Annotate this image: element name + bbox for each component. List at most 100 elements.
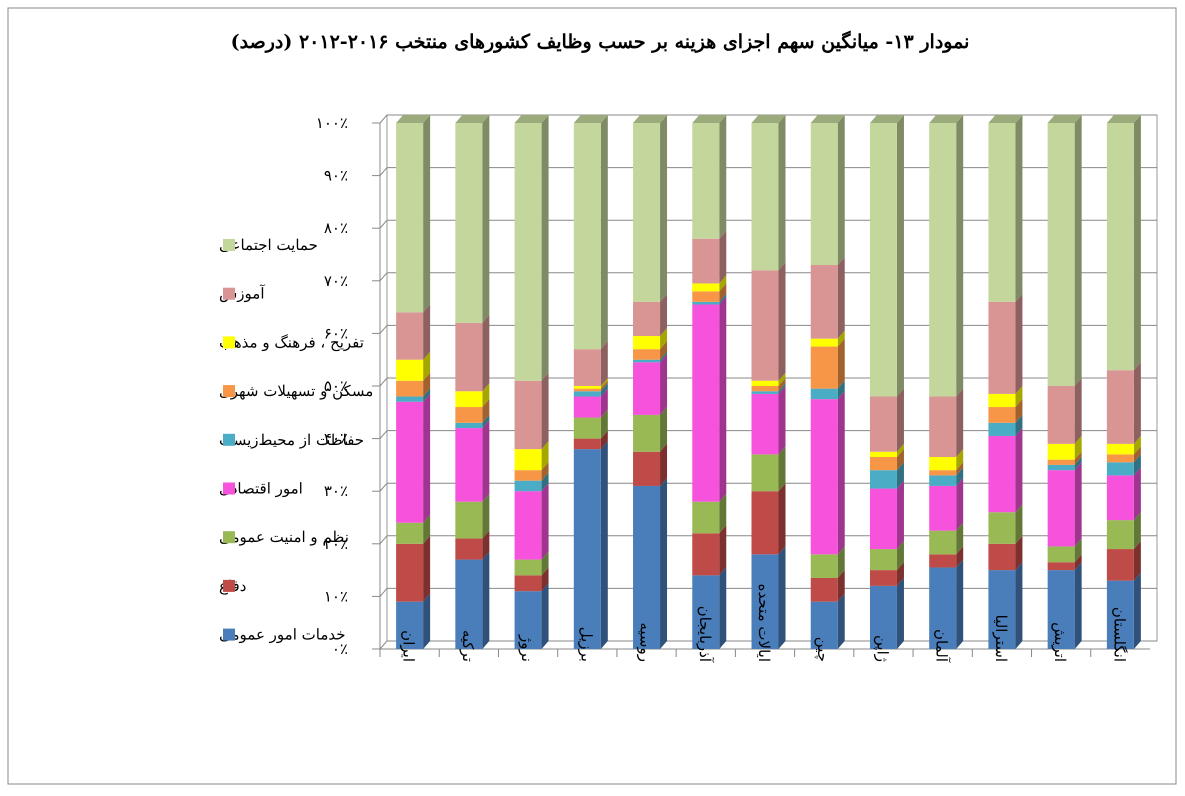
bar	[869, 585, 897, 649]
bar-side	[660, 115, 668, 302]
bar-side	[1133, 572, 1141, 649]
bar-side	[1015, 414, 1023, 436]
bar-side	[482, 551, 490, 649]
bar-side	[719, 283, 727, 302]
bar	[692, 291, 720, 302]
frame	[7, 7, 1177, 785]
bar-side	[482, 420, 490, 502]
bar-side	[600, 341, 608, 386]
legend-label: امور اقتصادی	[219, 480, 303, 498]
bar-side	[600, 380, 608, 392]
bar	[1106, 580, 1134, 649]
x-tick-label: استرالیا	[992, 615, 1010, 662]
bar	[751, 393, 779, 455]
grid-line	[379, 588, 388, 597]
bar	[751, 491, 779, 555]
bar	[869, 570, 897, 586]
grid-line	[379, 272, 388, 282]
bar-side	[660, 293, 668, 337]
bar	[573, 386, 601, 389]
bar	[751, 380, 779, 386]
bar-side	[1133, 446, 1141, 463]
grid-line	[379, 219, 388, 229]
bar	[929, 554, 957, 568]
bar	[514, 449, 542, 471]
bar-side	[719, 567, 727, 649]
bar	[1106, 370, 1134, 444]
bar	[692, 123, 720, 239]
bar	[692, 501, 720, 534]
bar	[988, 301, 1016, 394]
bar-side	[778, 385, 786, 455]
bar	[692, 301, 720, 305]
bar	[810, 265, 838, 339]
bar-side	[660, 354, 668, 415]
bar	[810, 338, 838, 347]
bar-side	[482, 383, 490, 408]
bar-side	[837, 330, 845, 347]
y-tick-label: ۲۰٪	[324, 535, 348, 553]
grid-line	[379, 114, 388, 124]
bar	[1047, 443, 1075, 460]
bar	[869, 470, 897, 489]
bar	[1047, 459, 1075, 465]
legend-swatch	[223, 628, 235, 641]
bar-side	[1015, 115, 1023, 302]
bar-side	[482, 530, 490, 560]
bar-side	[778, 115, 786, 271]
bar	[810, 123, 838, 266]
grid-line	[379, 167, 388, 176]
bar	[396, 401, 424, 523]
bar	[573, 349, 601, 386]
bar	[692, 238, 720, 284]
bar	[633, 336, 661, 350]
bar-side	[778, 383, 786, 394]
x-tick-label: چین	[814, 637, 832, 662]
bar	[751, 554, 779, 649]
bar-side	[660, 477, 668, 649]
bar	[455, 559, 483, 649]
bar-top	[573, 115, 608, 123]
bar	[929, 475, 957, 486]
bar	[633, 485, 661, 649]
bar	[929, 123, 957, 397]
bar-side	[600, 388, 608, 418]
bar-side	[1074, 456, 1082, 471]
bar	[633, 123, 661, 302]
y-tick-label: ۱۰٪	[324, 587, 348, 605]
bar-side	[600, 441, 608, 649]
bar	[810, 346, 838, 389]
bar-side	[482, 399, 490, 423]
bar	[751, 386, 779, 392]
y-tick-label: ۵۰٪	[324, 377, 348, 395]
y-tick-label: ۴۰٪	[324, 430, 348, 448]
legend-label: مسکن و تسهیلات شهری	[219, 382, 373, 400]
x-tick-label: آلمان	[933, 629, 951, 663]
bar-side	[837, 338, 845, 389]
bar	[514, 380, 542, 450]
bar-side	[1074, 538, 1082, 563]
x-tick-label: ایران	[400, 630, 418, 662]
bar-side	[896, 115, 904, 397]
legend-label: حفاظت از محیط‌زیست	[219, 431, 364, 449]
bar-side	[1015, 535, 1023, 571]
bar	[514, 591, 542, 649]
y-tick-label: ۳۰٪	[324, 482, 348, 500]
bar	[692, 575, 720, 649]
bar	[455, 538, 483, 560]
bar-side	[837, 546, 845, 578]
bar-side	[482, 414, 490, 429]
bar	[514, 575, 542, 592]
bar	[1106, 520, 1134, 550]
bar-side	[1133, 454, 1141, 476]
bar-side	[956, 522, 964, 555]
bar-side	[719, 296, 727, 502]
bar-top	[455, 115, 490, 123]
bar-side	[600, 430, 608, 450]
bar	[573, 438, 601, 450]
grid-line	[379, 482, 388, 492]
grid-line	[379, 325, 388, 334]
bar-side	[1074, 451, 1082, 465]
bar	[988, 543, 1016, 571]
bar	[692, 533, 720, 576]
